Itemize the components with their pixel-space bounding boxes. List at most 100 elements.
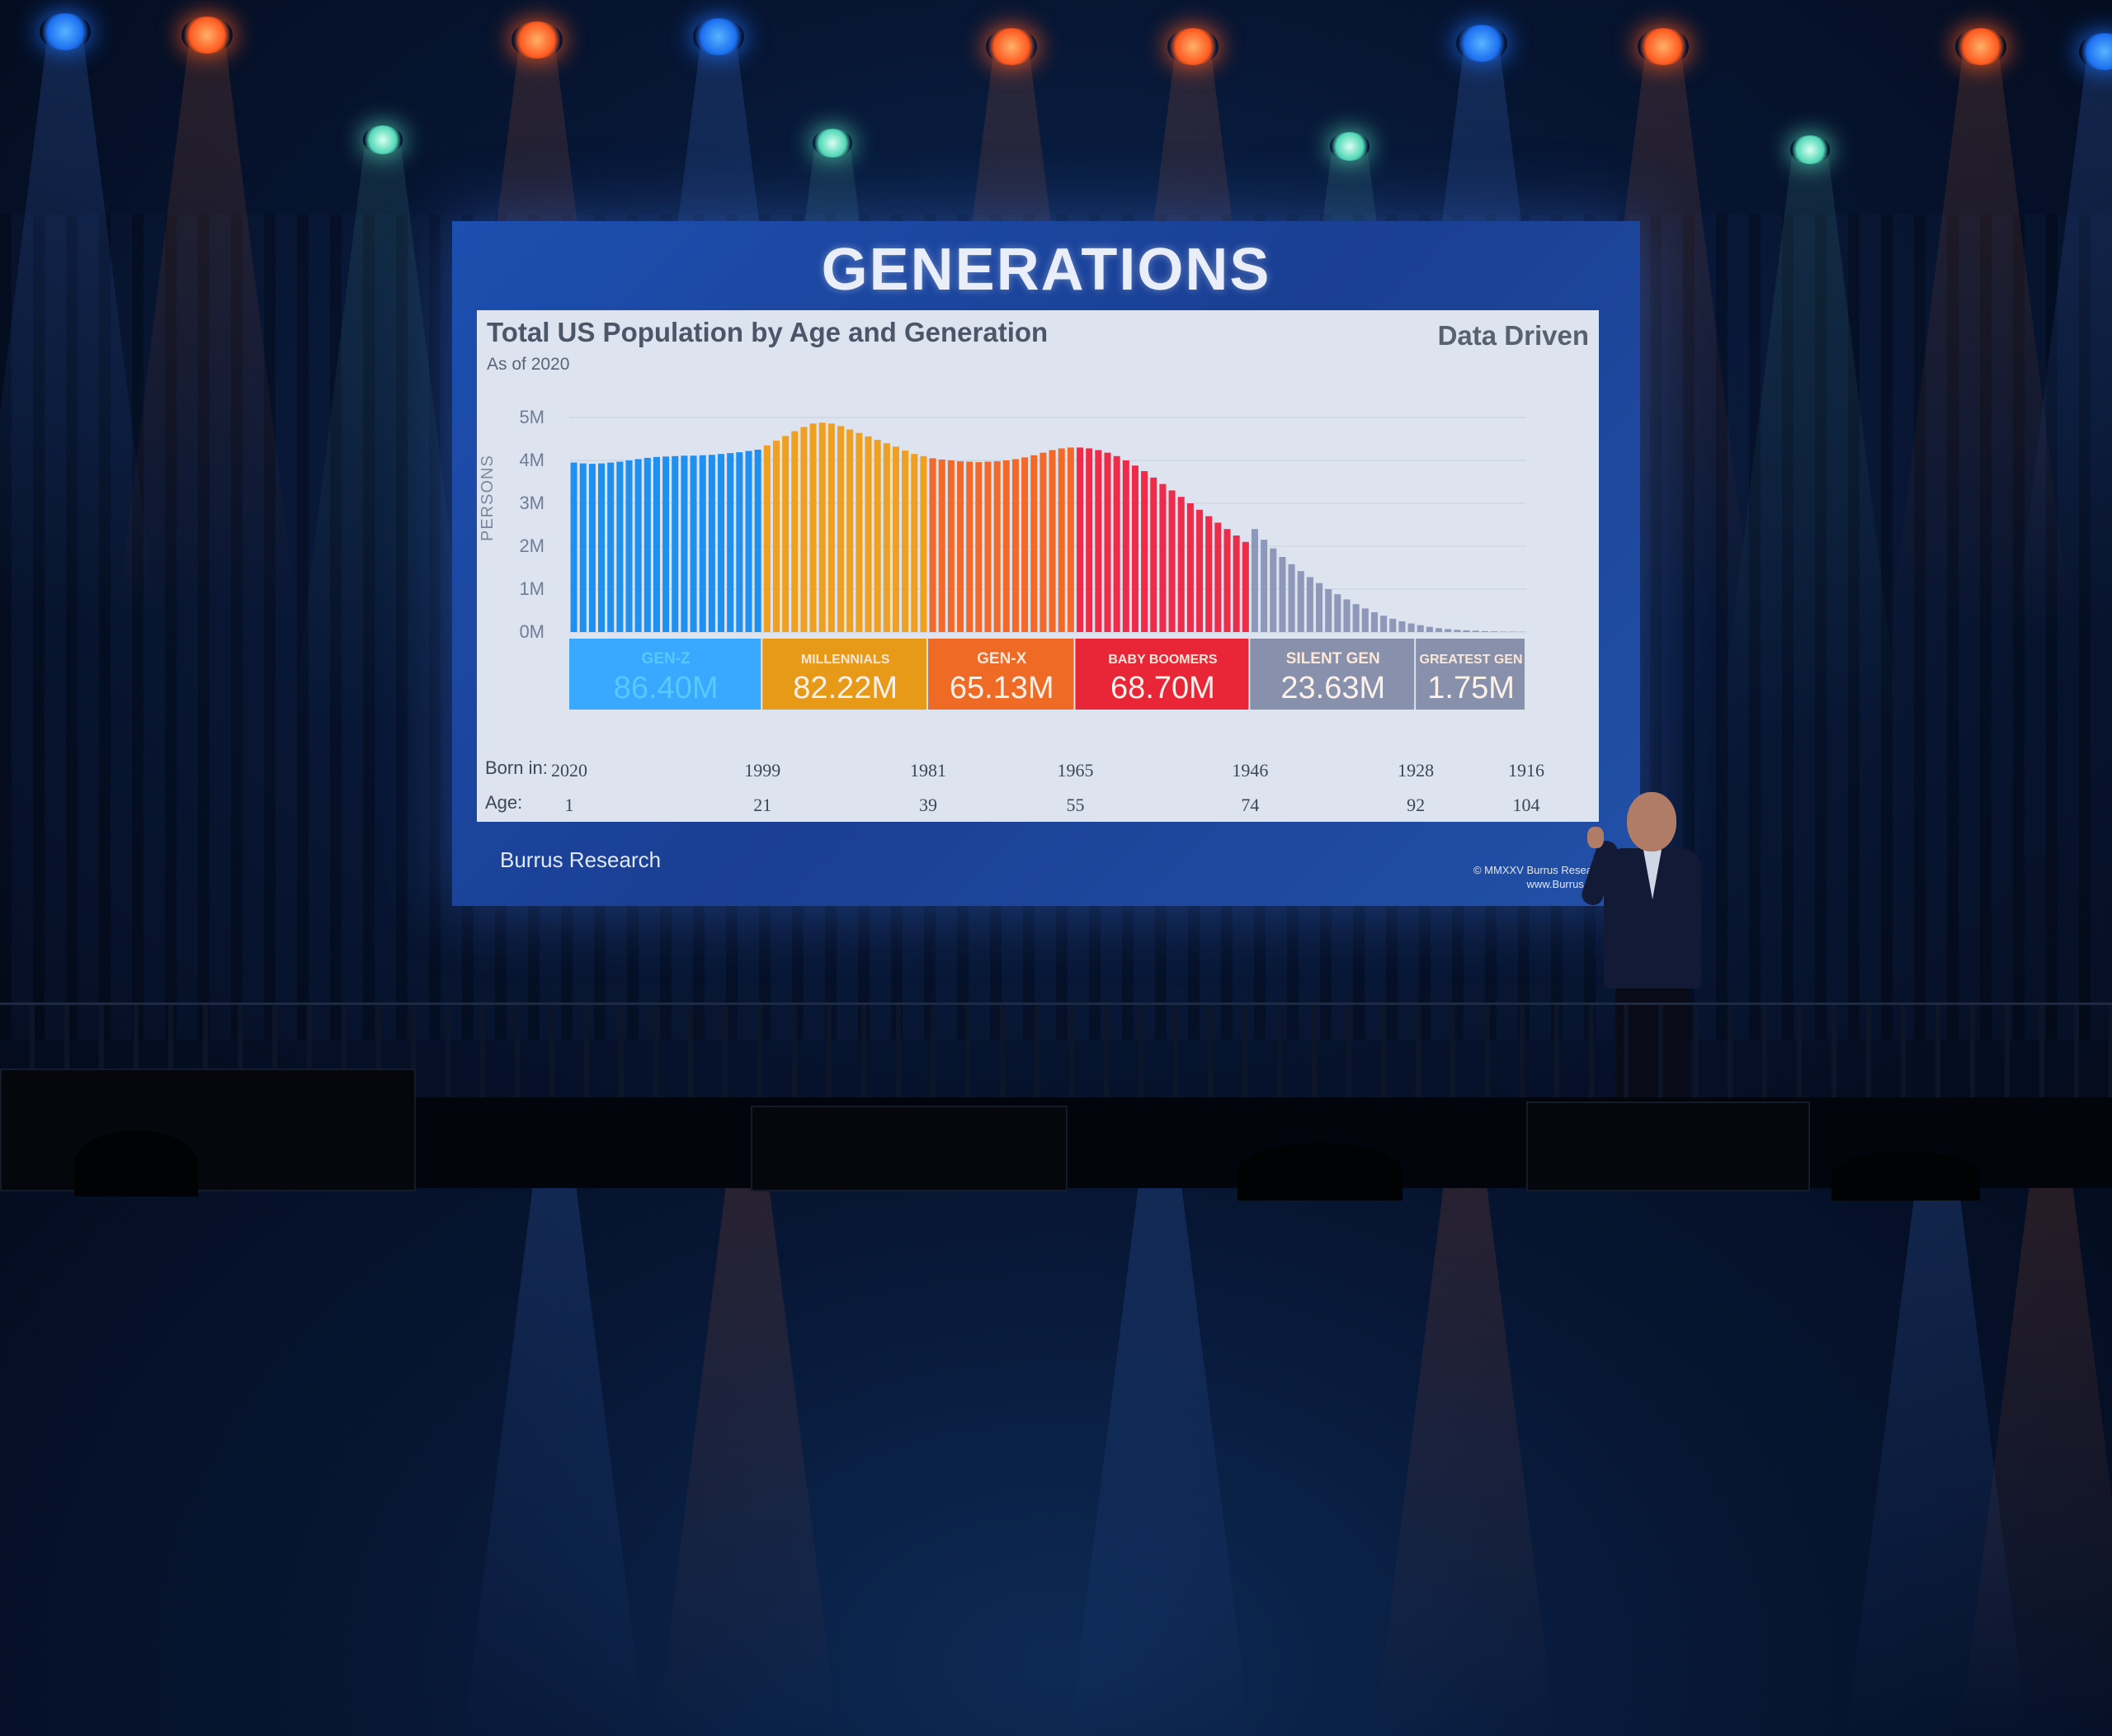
top-stage-light (693, 18, 744, 55)
generation-total: 1.75M (1427, 671, 1515, 705)
population-bar (681, 455, 687, 632)
population-bar (1482, 631, 1488, 632)
population-bar (819, 422, 826, 632)
population-bar (1150, 478, 1157, 632)
population-bar (700, 455, 706, 632)
population-bar (616, 462, 623, 632)
population-bar (1205, 517, 1212, 632)
population-bar (718, 454, 724, 632)
mid-stage-light (363, 125, 403, 154)
generation-total: 82.22M (793, 671, 898, 705)
population-bar (828, 423, 835, 632)
population-bar (1214, 522, 1221, 632)
population-bar (1003, 460, 1010, 632)
population-bar (1426, 627, 1433, 632)
population-bar (966, 462, 973, 632)
population-bar (653, 457, 660, 632)
population-bar (782, 436, 789, 632)
population-bar (1353, 604, 1360, 632)
audience-head (1832, 1151, 1980, 1201)
generation-name: BABY BOOMERS (1108, 653, 1217, 667)
generation-total: 68.70M (1110, 671, 1215, 705)
floor-stage-light-beam (464, 1158, 645, 1736)
population-bar (1169, 490, 1176, 632)
population-bar (1261, 540, 1267, 632)
stage-table (0, 1068, 416, 1191)
population-bar (773, 441, 780, 632)
population-bar (1408, 624, 1415, 632)
generation-name: GEN-X (977, 650, 1027, 668)
population-bar (1233, 535, 1240, 632)
population-bar (1473, 630, 1479, 632)
age-tick: 74 (1241, 795, 1259, 815)
population-bar (1068, 447, 1074, 632)
population-bar (1454, 630, 1460, 632)
age-tick: 21 (753, 795, 771, 815)
population-bar (920, 456, 926, 632)
presenter-head (1627, 792, 1676, 851)
top-stage-light (986, 28, 1037, 65)
population-bar (1030, 455, 1037, 632)
population-bar (1298, 571, 1304, 632)
stage-speaker-right (1526, 1102, 1810, 1191)
population-bar (930, 458, 936, 632)
population-bar (635, 459, 642, 632)
audience-head (74, 1130, 198, 1196)
population-bar (939, 460, 945, 632)
population-bar (1021, 457, 1028, 632)
population-bar (1114, 456, 1120, 632)
population-bar (902, 451, 908, 632)
slide-heading: GENERATIONS (452, 236, 1640, 304)
top-stage-light (1167, 28, 1219, 65)
population-bar (709, 455, 715, 632)
population-bar (1325, 589, 1332, 632)
population-bar (727, 453, 733, 632)
population-bar (994, 461, 1001, 632)
population-bar (893, 446, 899, 632)
y-axis-label: PERSONS (478, 455, 497, 541)
presenter-hand (1587, 827, 1604, 848)
population-bar (837, 426, 844, 632)
population-bar (791, 432, 798, 632)
age-tick: 104 (1513, 795, 1540, 815)
population-bar (1389, 619, 1396, 632)
population-bar (1123, 460, 1129, 632)
born-in-row-label: Born in: (485, 757, 548, 779)
population-bar (764, 446, 771, 632)
generation-name: SILENT GEN (1286, 650, 1380, 668)
population-bar (662, 456, 669, 632)
population-bar (1095, 451, 1101, 632)
population-bar (810, 423, 817, 632)
mid-stage-light (1790, 135, 1830, 164)
top-stage-light (2079, 33, 2112, 70)
stage-speaker-left (751, 1106, 1068, 1191)
audience-head (1238, 1143, 1402, 1201)
chart-panel: Total US Population by Age and Generatio… (477, 310, 1599, 822)
brand-tag: Data Driven (1438, 320, 1589, 351)
top-stage-light (1456, 25, 1507, 62)
population-bar (1463, 630, 1469, 632)
population-bar (1012, 459, 1019, 632)
population-bar (884, 443, 890, 632)
generation-name: MILLENNIALS (801, 653, 890, 667)
age-row-label: Age: (485, 792, 522, 814)
population-bar (1398, 621, 1405, 632)
population-bar (1141, 471, 1148, 632)
population-bar (948, 460, 955, 632)
population-bar (691, 455, 697, 632)
top-stage-light (512, 21, 563, 59)
population-bar (1307, 577, 1313, 632)
projection-screen: GENERATIONS Total US Population by Age a… (452, 221, 1640, 906)
y-tick-label: 3M (519, 493, 544, 513)
population-bar (589, 464, 596, 632)
top-stage-light (182, 17, 233, 54)
population-bar (1058, 448, 1065, 632)
population-bar (1132, 465, 1138, 632)
population-bar (1159, 484, 1166, 632)
population-bar (1289, 564, 1295, 632)
population-bar (598, 464, 605, 632)
population-bar (1316, 583, 1322, 632)
chart-subtitle: As of 2020 (487, 355, 569, 375)
generation-name: GREATEST GEN (1420, 653, 1523, 667)
